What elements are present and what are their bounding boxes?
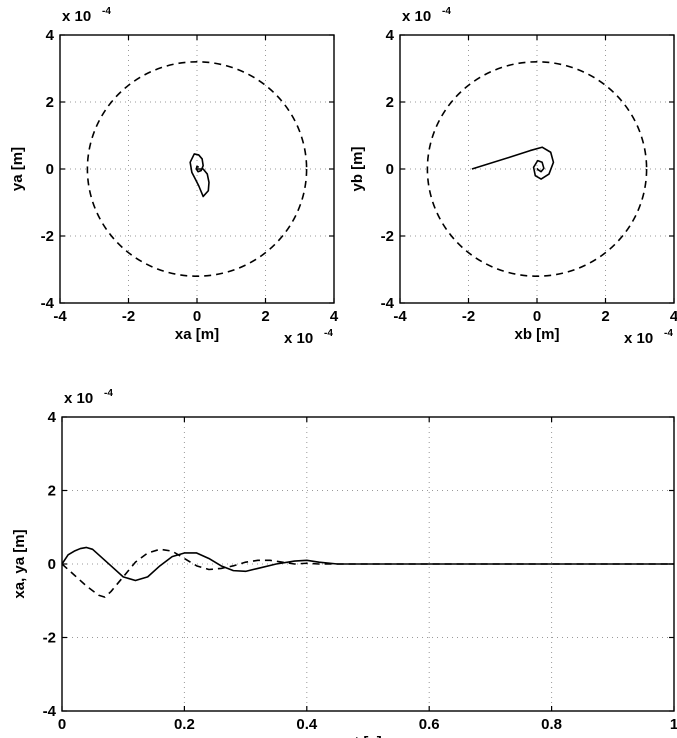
chart-b-ytick-label: 4 [386,27,395,44]
chart-c-ytick-label: 0 [48,556,56,573]
chart-c-xtick-label: 0.4 [296,716,318,733]
chart-a-ymultiplier-exponent: -4 [102,6,111,17]
chart-c-ytick-label: 2 [48,483,56,500]
chart-a-xtick-label: -2 [122,308,135,325]
chart-b-xtick-label: 4 [670,308,677,325]
chart-c-ytick-label: -2 [43,630,56,647]
chart-c-ymultiplier: x 10 [64,390,93,407]
chart-c-ylabel: xa, ya [m] [11,529,28,598]
chart-a-xlabel: xa [m] [175,326,219,343]
chart-b-ymultiplier-exponent: -4 [442,6,451,17]
chart-c-ytick-label: 4 [48,409,57,426]
chart-a-xmultiplier: x 10 [284,330,313,347]
chart-a-series-solid-line [189,153,210,198]
chart-c-xtick-label: 0.2 [174,716,195,733]
chart-a-xtick-label: 4 [330,308,339,325]
chart-b-ytick-label: 2 [386,94,394,111]
chart-b-xmultiplier: x 10 [624,330,653,347]
chart-c-series-dashed-line [61,548,674,598]
chart-c-xtick-label: 1 [670,716,677,733]
chart-c-ymultiplier-exponent: -4 [104,388,113,399]
chart-a-ymultiplier: x 10 [62,8,91,25]
chart-c-ytick-label: -4 [43,703,57,720]
chart-b-xtick-label: -2 [462,308,475,325]
chart-a-xtick-label: -4 [53,308,67,325]
chart-c-xlabel: t [s] [354,734,382,738]
chart-b-ytick-label: 0 [386,161,394,178]
chart-b-xtick-label: 2 [601,308,609,325]
chart-a-ytick-label: 4 [46,27,55,44]
chart-b-ytick-label: -2 [381,228,394,245]
chart-a-ylabel: ya [m] [9,147,26,191]
chart-a-boundary-circle [86,61,308,277]
chart-c-xtick-label: 0.8 [541,716,562,733]
chart-c-xtick-label: 0 [58,716,66,733]
chart-b-ytick-label: -4 [381,295,395,312]
chart-a-ytick-label: -2 [41,228,54,245]
chart-a-xtick-label: 0 [193,308,201,325]
chart-b-xtick-label: -4 [393,308,407,325]
chart-b-ymultiplier: x 10 [402,8,431,25]
chart-b-xmultiplier-exponent: -4 [664,328,673,339]
chart-c-series-solid-line [61,546,674,582]
chart-b-xlabel: xb [m] [515,326,560,343]
chart-b-series-solid-line [471,146,555,180]
chart-a-ytick-label: -4 [41,295,55,312]
chart-a-xtick-label: 2 [261,308,269,325]
chart-b-xtick-label: 0 [533,308,541,325]
chart-a-ytick-label: 2 [46,94,54,111]
chart-a-xmultiplier-exponent: -4 [324,328,333,339]
chart-b-boundary-circle [426,61,648,277]
chart-b-ylabel: yb [m] [349,146,366,191]
chart-a-ytick-label: 0 [46,161,54,178]
chart-c-xtick-label: 0.6 [419,716,440,733]
